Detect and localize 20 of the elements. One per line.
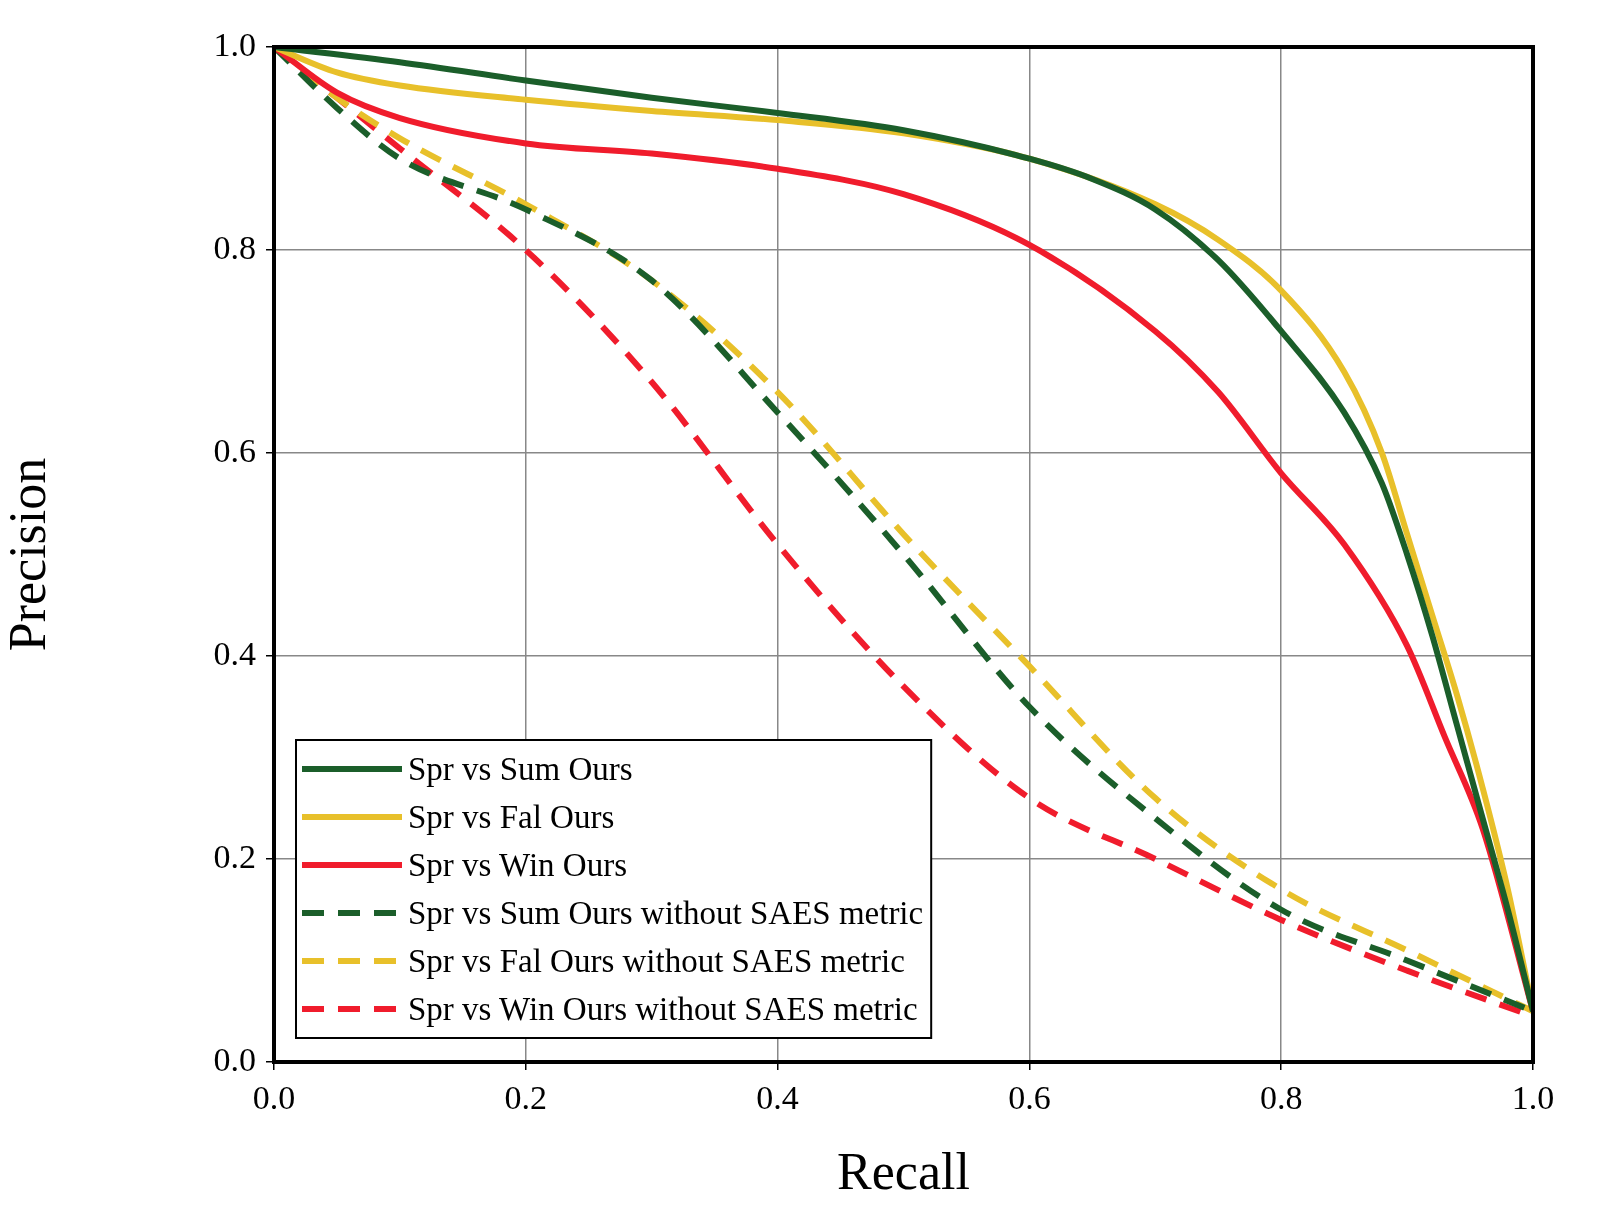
legend-label: Spr vs Sum Ours xyxy=(408,750,633,787)
legend-label: Spr vs Fal Ours xyxy=(408,798,615,835)
y-axis-title: Precision xyxy=(0,457,56,652)
legend-label: Spr vs Sum Ours without SAES metric xyxy=(408,894,924,931)
legend-label: Spr vs Win Ours without SAES metric xyxy=(408,990,918,1027)
x-tick-label: 0.0 xyxy=(252,1079,296,1117)
legend-label: Spr vs Fal Ours without SAES metric xyxy=(408,942,905,979)
y-tick-label: 0.8 xyxy=(213,228,256,266)
y-tick-label: 1.0 xyxy=(213,25,256,63)
x-axis-title: Recall xyxy=(837,1143,970,1201)
x-tick-label: 0.8 xyxy=(1259,1079,1303,1117)
x-tick-label: 0.4 xyxy=(756,1079,799,1117)
y-tick-label: 0.6 xyxy=(213,431,256,469)
x-tick-label: 0.2 xyxy=(504,1079,548,1117)
y-tick-label: 0.2 xyxy=(213,837,256,875)
x-tick-label: 0.6 xyxy=(1008,1079,1051,1117)
x-tick-label: 1.0 xyxy=(1511,1079,1555,1117)
y-tick-label: 0.0 xyxy=(213,1040,256,1078)
y-tick-label: 0.4 xyxy=(213,634,256,672)
legend-label: Spr vs Win Ours xyxy=(408,846,627,883)
